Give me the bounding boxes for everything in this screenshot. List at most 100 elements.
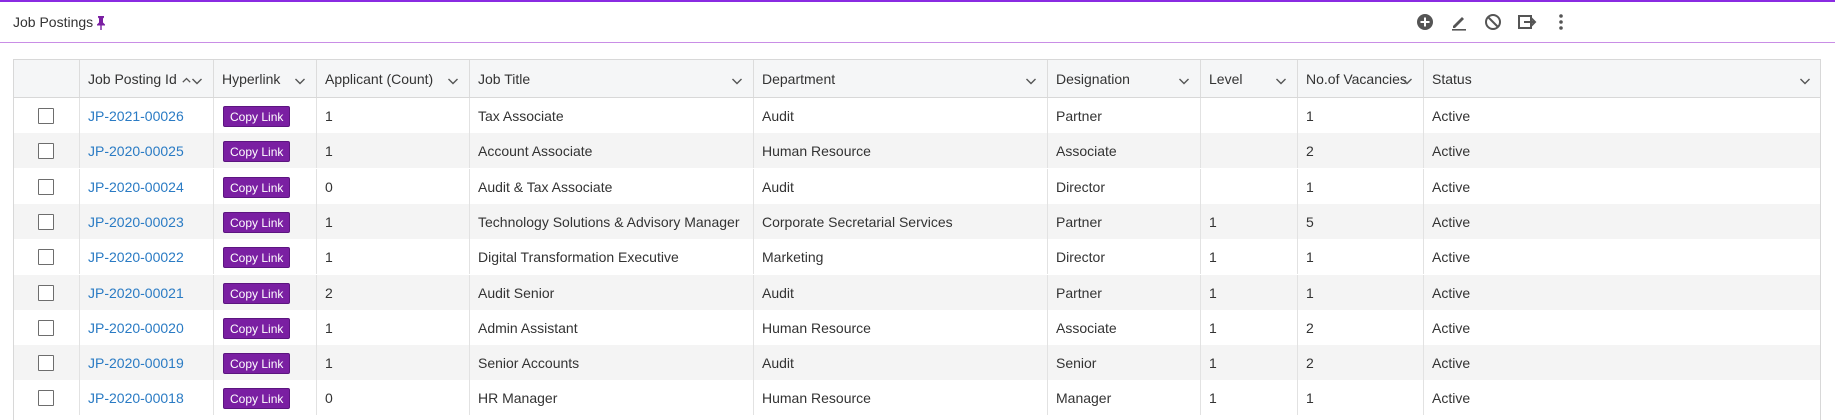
cell-designation: Director [1048,239,1201,275]
table-row[interactable]: JP-2020-00025 Copy Link 1 Account Associate… [14,133,1820,169]
cell-designation: Partner [1048,274,1201,310]
chevron-down-icon[interactable] [731,73,743,85]
copy-link-button[interactable]: Copy Link [223,141,291,163]
cell-vacancies: 1 [1298,239,1424,275]
edit-icon[interactable] [1449,12,1469,32]
cell-text: 1 [325,143,333,160]
copy-link-button[interactable]: Copy Link [223,211,291,233]
copy-link-button[interactable]: Copy Link [223,282,291,304]
export-icon[interactable] [1517,12,1537,32]
row-checkbox[interactable] [38,284,54,301]
job-posting-id-link[interactable]: JP-2020-00023 [88,213,184,230]
copy-link-button[interactable]: Copy Link [223,106,291,127]
more-icon[interactable] [1551,12,1571,32]
cell-text: 1 [1306,178,1314,195]
column-header-title[interactable]: Job Title [470,60,754,97]
cell-vacancies: 1 [1298,98,1424,133]
job-posting-id-link[interactable]: JP-2021-00026 [88,108,184,124]
pin-icon[interactable] [96,16,106,30]
chevron-down-icon[interactable] [294,73,306,85]
cell-hyperlink: Copy Link [214,98,317,133]
row-checkbox[interactable] [38,178,54,195]
cell-text: 1 [325,249,333,266]
job-postings-grid: Job Posting Id Hyperlink Applicant (Count)… [13,59,1821,420]
chevron-down-icon[interactable] [1025,73,1037,85]
column-header-applicants[interactable]: Applicant (Count) [317,60,470,97]
cell-text: Audit [762,355,794,372]
row-checkbox[interactable] [38,319,54,336]
chevron-down-icon[interactable] [191,73,203,85]
copy-link-button[interactable]: Copy Link [223,176,291,198]
cell-level: 1 [1201,274,1298,310]
cell-text: 1 [1209,319,1217,336]
cell-applicants: 1 [317,203,470,239]
chevron-down-icon[interactable] [1799,73,1811,85]
row-checkbox[interactable] [38,355,54,372]
row-checkbox[interactable] [38,390,54,407]
column-header-hyperlink[interactable]: Hyperlink [214,60,317,97]
chevron-down-icon[interactable] [1401,73,1413,85]
column-header-id[interactable]: Job Posting Id [80,60,214,97]
page-title: Job Postings [13,14,94,30]
row-checkbox[interactable] [38,143,54,160]
cell-department: Human Resource [754,309,1048,345]
table-row[interactable]: JP-2020-00018 Copy Link 0 HR Manager Human R… [14,380,1820,416]
table-row[interactable]: JP-2020-00020 Copy Link 1 Admin Assistant Hu… [14,309,1820,345]
cell-title: Digital Transformation Executive [470,239,754,275]
column-header-status[interactable]: Status [1424,60,1820,97]
job-posting-id-link[interactable]: JP-2020-00025 [88,143,184,160]
sort-ascending-icon[interactable] [182,74,191,86]
cell-text: Associate [1056,143,1117,160]
copy-link-button[interactable]: Copy Link [223,247,291,269]
cell-title: Audit Senior [470,274,754,310]
cell-text: Audit Senior [478,284,555,301]
cell-text: Active [1432,284,1471,301]
chevron-down-icon[interactable] [1275,73,1287,85]
chevron-down-icon[interactable] [447,73,459,85]
job-posting-id-link[interactable]: JP-2020-00019 [88,355,184,372]
cell-vacancies: 2 [1298,345,1424,381]
table-row[interactable]: JP-2020-00022 Copy Link 1 Digital Transform… [14,239,1820,275]
cell-text: Active [1432,249,1471,266]
cell-hyperlink: Copy Link [214,345,317,381]
job-posting-id-link[interactable]: JP-2020-00020 [88,319,184,336]
chevron-down-icon[interactable] [1178,73,1190,85]
table-row[interactable]: JP-2020-00023 Copy Link 1 Technology Soluti… [14,203,1820,239]
table-row[interactable]: JP-2021-00026 Copy Link 1 Tax Associate Audi… [14,98,1820,133]
cell-status: Active [1424,239,1820,274]
cell-title: HR Manager [470,380,754,416]
cell-text: Human Resource [762,390,871,407]
cell-text: 1 [325,213,333,230]
cell-applicants: 2 [317,274,470,310]
job-posting-id-link[interactable]: JP-2020-00018 [88,390,184,407]
column-header-vacancies[interactable]: No.of Vacancies [1298,60,1424,97]
cell-text: Associate [1056,319,1117,336]
job-posting-id-link[interactable]: JP-2020-00024 [88,178,184,195]
cell-hyperlink: Copy Link [214,168,317,204]
copy-link-button[interactable]: Copy Link [223,388,291,410]
job-posting-id-link[interactable]: JP-2020-00021 [88,284,184,301]
row-checkbox[interactable] [38,213,54,230]
copy-link-button[interactable]: Copy Link [223,317,291,339]
row-checkbox[interactable] [38,108,54,124]
table-row[interactable]: JP-2020-00019 Copy Link 1 Senior Accounts Au… [14,345,1820,381]
add-icon[interactable] [1415,12,1435,32]
cell-text: 1 [1209,355,1217,372]
block-icon[interactable] [1483,12,1503,32]
cell-id: JP-2020-00020 [80,309,214,345]
cell-text: Director [1056,178,1106,195]
cell-department: Audit [754,168,1048,204]
column-header-level[interactable]: Level [1201,60,1298,97]
table-row[interactable]: JP-2020-00021 Copy Link 2 Audit Senior Audit… [14,274,1820,310]
cell-text: 0 [325,178,333,195]
row-checkbox[interactable] [38,249,54,266]
cell-text: Human Resource [762,143,871,160]
cell-text: 1 [1209,390,1217,407]
table-row[interactable]: JP-2020-00024 Copy Link 0 Audit & Tax Assoc… [14,168,1820,204]
cell-text: Active [1432,319,1471,336]
copy-link-button[interactable]: Copy Link [223,353,291,375]
job-posting-id-link[interactable]: JP-2020-00022 [88,249,184,266]
column-header-designation[interactable]: Designation [1048,60,1201,97]
table-header: Job Posting Id Hyperlink Applicant (Count)… [14,60,1820,98]
column-header-department[interactable]: Department [754,60,1048,97]
